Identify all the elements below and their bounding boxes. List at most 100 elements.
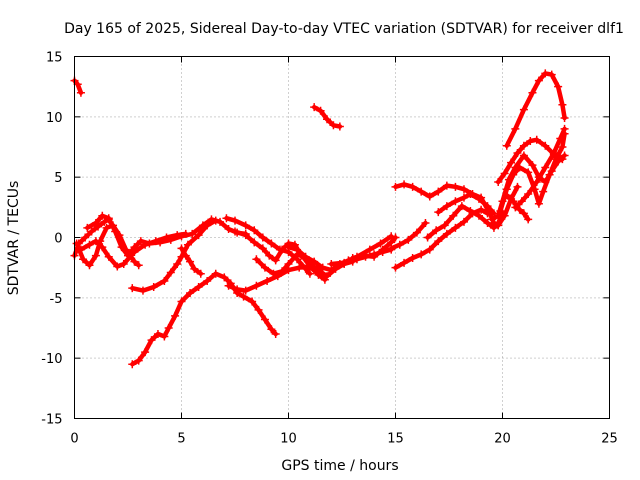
data-point — [558, 155, 567, 164]
data-point — [524, 190, 533, 199]
data-point — [166, 235, 175, 244]
data-point — [128, 360, 137, 369]
data-point — [457, 202, 466, 211]
series-arc-27 — [502, 191, 533, 224]
data-point — [91, 237, 100, 246]
data-point — [502, 191, 511, 200]
data-point — [310, 103, 319, 112]
data-point — [509, 197, 518, 206]
data-point — [241, 286, 250, 295]
data-point — [73, 80, 82, 89]
x-tick-label: 25 — [601, 432, 618, 447]
data-point — [111, 227, 120, 236]
data-point — [190, 264, 199, 273]
data-point — [156, 238, 165, 247]
y-tick-label: -10 — [41, 352, 62, 367]
data-point — [160, 276, 169, 285]
data-point — [91, 219, 100, 228]
data-point — [532, 177, 541, 186]
data-point — [239, 292, 248, 301]
data-point — [528, 161, 537, 170]
data-point — [423, 233, 432, 242]
data-point — [541, 163, 550, 172]
data-point — [442, 229, 451, 238]
data-point — [278, 245, 287, 254]
data-point — [194, 282, 203, 291]
data-point — [186, 257, 195, 266]
data-point — [466, 206, 475, 215]
data-point — [507, 158, 516, 167]
data-point — [494, 219, 503, 228]
data-point — [400, 180, 409, 189]
data-point — [224, 225, 233, 234]
data-point — [252, 255, 261, 264]
data-point — [233, 285, 242, 294]
y-tick-label: -15 — [41, 413, 62, 428]
data-point — [391, 233, 400, 242]
data-point — [524, 168, 533, 177]
y-tick-label: -5 — [50, 292, 63, 307]
series-arc-20 — [423, 202, 507, 242]
data-point — [124, 251, 132, 260]
data-point — [558, 143, 567, 151]
data-point — [271, 330, 280, 339]
series-arc-26 — [511, 124, 569, 212]
data-point — [271, 256, 280, 265]
data-point — [400, 258, 409, 267]
data-point — [314, 270, 323, 279]
data-point — [474, 211, 483, 220]
data-point — [263, 276, 272, 285]
series-arc-14 — [310, 103, 344, 131]
data-point — [113, 262, 122, 271]
data-point — [387, 244, 396, 253]
data-point — [128, 284, 137, 293]
data-point — [511, 124, 520, 133]
data-point — [305, 262, 314, 271]
data-point — [149, 282, 158, 291]
data-point — [134, 356, 143, 365]
data-point — [412, 228, 421, 237]
data-point — [434, 208, 443, 217]
data-point — [404, 235, 413, 244]
data-point — [166, 268, 175, 277]
x-tick-label: 5 — [177, 432, 185, 447]
data-point — [489, 223, 498, 232]
data-point — [260, 315, 269, 324]
data-point — [316, 106, 325, 115]
data-point — [305, 269, 314, 278]
data-point — [98, 243, 107, 252]
data-point — [541, 69, 550, 78]
axis-ticks: 0 5 10 15 20 25 -15 -10 -5 0 5 10 15 — [41, 51, 618, 447]
data-point — [359, 251, 368, 260]
data-point — [231, 216, 239, 225]
data-point — [560, 124, 569, 133]
data-point — [556, 134, 565, 143]
data-point — [130, 243, 139, 252]
data-point — [153, 330, 162, 339]
series-trace — [226, 264, 323, 293]
data-point — [141, 348, 150, 357]
data-point — [549, 149, 558, 158]
data-point — [376, 239, 385, 248]
data-point — [425, 245, 434, 254]
data-point — [194, 231, 203, 240]
data-point — [119, 260, 128, 269]
data-point — [391, 182, 400, 191]
data-point — [87, 227, 96, 236]
data-point — [440, 221, 449, 230]
data-point — [519, 141, 528, 150]
data-point — [164, 324, 173, 332]
data-point — [496, 206, 505, 215]
data-point — [541, 141, 550, 150]
data-point — [519, 105, 528, 114]
data-point — [258, 233, 267, 242]
data-point — [378, 245, 387, 254]
data-point — [265, 251, 274, 260]
data-point — [483, 219, 492, 228]
data-point — [196, 269, 205, 278]
data-point — [417, 250, 426, 259]
data-point — [241, 231, 250, 240]
data-point — [560, 114, 569, 123]
data-point — [323, 115, 332, 124]
